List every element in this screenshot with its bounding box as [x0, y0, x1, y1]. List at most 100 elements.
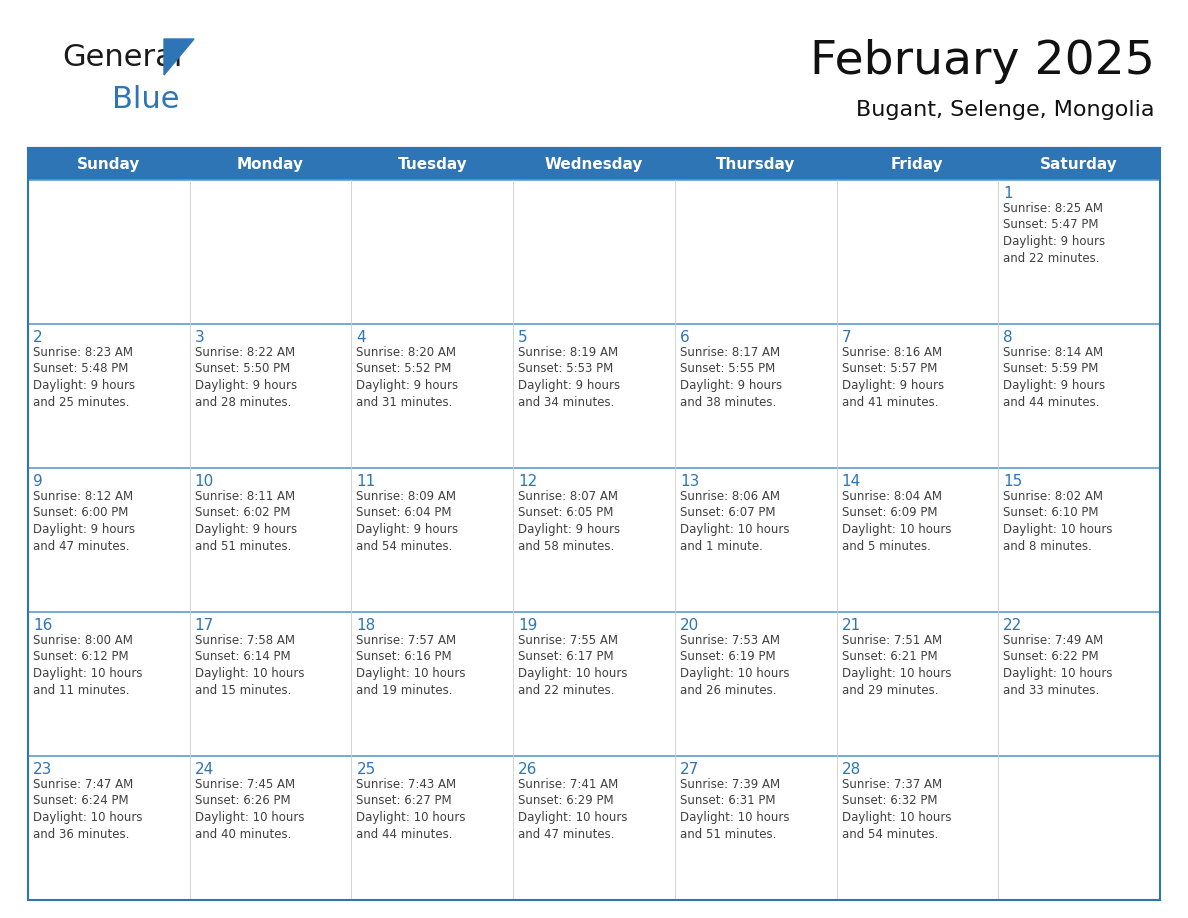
Bar — [352, 756, 513, 900]
Text: 17: 17 — [195, 618, 214, 633]
Bar — [998, 148, 1159, 180]
Text: Sunrise: 7:51 AM
Sunset: 6:21 PM
Daylight: 10 hours
and 29 minutes.: Sunrise: 7:51 AM Sunset: 6:21 PM Dayligh… — [841, 634, 952, 697]
Text: Sunrise: 8:04 AM
Sunset: 6:09 PM
Daylight: 10 hours
and 5 minutes.: Sunrise: 8:04 AM Sunset: 6:09 PM Dayligh… — [841, 490, 952, 553]
Bar — [352, 612, 513, 756]
Text: 1: 1 — [1004, 186, 1013, 201]
Bar — [190, 180, 352, 324]
Text: 6: 6 — [680, 330, 689, 345]
Text: 2: 2 — [33, 330, 43, 345]
Text: 22: 22 — [1004, 618, 1023, 633]
Text: Sunrise: 7:45 AM
Sunset: 6:26 PM
Daylight: 10 hours
and 40 minutes.: Sunrise: 7:45 AM Sunset: 6:26 PM Dayligh… — [195, 778, 304, 841]
Bar — [190, 756, 352, 900]
Text: Sunrise: 8:20 AM
Sunset: 5:52 PM
Daylight: 9 hours
and 31 minutes.: Sunrise: 8:20 AM Sunset: 5:52 PM Dayligh… — [356, 346, 459, 409]
Bar — [998, 468, 1159, 612]
Bar — [998, 756, 1159, 900]
Text: 10: 10 — [195, 474, 214, 489]
Text: 7: 7 — [841, 330, 851, 345]
Text: 13: 13 — [680, 474, 700, 489]
Bar — [29, 148, 190, 180]
Bar — [352, 148, 513, 180]
Bar — [675, 148, 836, 180]
Text: Sunrise: 8:12 AM
Sunset: 6:00 PM
Daylight: 9 hours
and 47 minutes.: Sunrise: 8:12 AM Sunset: 6:00 PM Dayligh… — [33, 490, 135, 553]
Text: 27: 27 — [680, 762, 699, 777]
Text: Sunrise: 8:17 AM
Sunset: 5:55 PM
Daylight: 9 hours
and 38 minutes.: Sunrise: 8:17 AM Sunset: 5:55 PM Dayligh… — [680, 346, 782, 409]
Text: 28: 28 — [841, 762, 861, 777]
Bar — [352, 180, 513, 324]
Text: 15: 15 — [1004, 474, 1023, 489]
Text: Sunrise: 8:00 AM
Sunset: 6:12 PM
Daylight: 10 hours
and 11 minutes.: Sunrise: 8:00 AM Sunset: 6:12 PM Dayligh… — [33, 634, 143, 697]
Bar — [836, 324, 998, 468]
Bar — [513, 324, 675, 468]
Bar — [675, 468, 836, 612]
Text: 25: 25 — [356, 762, 375, 777]
Bar — [513, 148, 675, 180]
Bar — [190, 612, 352, 756]
Bar — [352, 324, 513, 468]
Bar — [836, 180, 998, 324]
Text: Sunday: Sunday — [77, 156, 140, 172]
Text: 8: 8 — [1004, 330, 1013, 345]
Bar — [513, 468, 675, 612]
Bar — [675, 612, 836, 756]
Bar — [998, 324, 1159, 468]
Text: 19: 19 — [518, 618, 537, 633]
Bar — [675, 180, 836, 324]
Text: Sunrise: 8:16 AM
Sunset: 5:57 PM
Daylight: 9 hours
and 41 minutes.: Sunrise: 8:16 AM Sunset: 5:57 PM Dayligh… — [841, 346, 943, 409]
Bar — [836, 756, 998, 900]
Text: Sunrise: 7:41 AM
Sunset: 6:29 PM
Daylight: 10 hours
and 47 minutes.: Sunrise: 7:41 AM Sunset: 6:29 PM Dayligh… — [518, 778, 627, 841]
Text: Sunrise: 7:43 AM
Sunset: 6:27 PM
Daylight: 10 hours
and 44 minutes.: Sunrise: 7:43 AM Sunset: 6:27 PM Dayligh… — [356, 778, 466, 841]
Bar — [190, 324, 352, 468]
Text: Sunrise: 8:07 AM
Sunset: 6:05 PM
Daylight: 9 hours
and 58 minutes.: Sunrise: 8:07 AM Sunset: 6:05 PM Dayligh… — [518, 490, 620, 553]
Text: February 2025: February 2025 — [810, 39, 1155, 84]
Text: 24: 24 — [195, 762, 214, 777]
Text: Sunrise: 7:39 AM
Sunset: 6:31 PM
Daylight: 10 hours
and 51 minutes.: Sunrise: 7:39 AM Sunset: 6:31 PM Dayligh… — [680, 778, 789, 841]
Text: 5: 5 — [518, 330, 527, 345]
Bar — [29, 468, 190, 612]
Bar — [998, 180, 1159, 324]
Bar — [675, 756, 836, 900]
Bar — [836, 612, 998, 756]
Text: 18: 18 — [356, 618, 375, 633]
Text: Wednesday: Wednesday — [545, 156, 643, 172]
Text: Sunrise: 8:14 AM
Sunset: 5:59 PM
Daylight: 9 hours
and 44 minutes.: Sunrise: 8:14 AM Sunset: 5:59 PM Dayligh… — [1004, 346, 1105, 409]
Text: Saturday: Saturday — [1041, 156, 1118, 172]
Bar — [29, 180, 190, 324]
Bar — [29, 756, 190, 900]
Bar — [29, 324, 190, 468]
Bar — [513, 180, 675, 324]
Text: Sunrise: 7:55 AM
Sunset: 6:17 PM
Daylight: 10 hours
and 22 minutes.: Sunrise: 7:55 AM Sunset: 6:17 PM Dayligh… — [518, 634, 627, 697]
Bar — [675, 324, 836, 468]
Text: Tuesday: Tuesday — [398, 156, 467, 172]
Text: General: General — [62, 42, 183, 72]
Text: Sunrise: 7:49 AM
Sunset: 6:22 PM
Daylight: 10 hours
and 33 minutes.: Sunrise: 7:49 AM Sunset: 6:22 PM Dayligh… — [1004, 634, 1113, 697]
Text: Sunrise: 8:11 AM
Sunset: 6:02 PM
Daylight: 9 hours
and 51 minutes.: Sunrise: 8:11 AM Sunset: 6:02 PM Dayligh… — [195, 490, 297, 553]
Text: Sunrise: 8:06 AM
Sunset: 6:07 PM
Daylight: 10 hours
and 1 minute.: Sunrise: 8:06 AM Sunset: 6:07 PM Dayligh… — [680, 490, 789, 553]
Bar — [29, 148, 1159, 900]
Bar — [836, 468, 998, 612]
Bar — [513, 612, 675, 756]
Text: Thursday: Thursday — [716, 156, 796, 172]
Text: Sunrise: 8:22 AM
Sunset: 5:50 PM
Daylight: 9 hours
and 28 minutes.: Sunrise: 8:22 AM Sunset: 5:50 PM Dayligh… — [195, 346, 297, 409]
Text: 26: 26 — [518, 762, 537, 777]
Text: Sunrise: 7:53 AM
Sunset: 6:19 PM
Daylight: 10 hours
and 26 minutes.: Sunrise: 7:53 AM Sunset: 6:19 PM Dayligh… — [680, 634, 789, 697]
Text: 3: 3 — [195, 330, 204, 345]
Text: Sunrise: 8:23 AM
Sunset: 5:48 PM
Daylight: 9 hours
and 25 minutes.: Sunrise: 8:23 AM Sunset: 5:48 PM Dayligh… — [33, 346, 135, 409]
Text: Sunrise: 8:09 AM
Sunset: 6:04 PM
Daylight: 9 hours
and 54 minutes.: Sunrise: 8:09 AM Sunset: 6:04 PM Dayligh… — [356, 490, 459, 553]
Polygon shape — [164, 39, 194, 75]
Text: 11: 11 — [356, 474, 375, 489]
Text: Sunrise: 8:02 AM
Sunset: 6:10 PM
Daylight: 10 hours
and 8 minutes.: Sunrise: 8:02 AM Sunset: 6:10 PM Dayligh… — [1004, 490, 1113, 553]
Bar — [836, 148, 998, 180]
Bar — [513, 756, 675, 900]
Bar — [29, 612, 190, 756]
Text: 21: 21 — [841, 618, 861, 633]
Text: 4: 4 — [356, 330, 366, 345]
Text: Sunrise: 7:58 AM
Sunset: 6:14 PM
Daylight: 10 hours
and 15 minutes.: Sunrise: 7:58 AM Sunset: 6:14 PM Dayligh… — [195, 634, 304, 697]
Text: Blue: Blue — [112, 85, 179, 115]
Text: Sunrise: 7:47 AM
Sunset: 6:24 PM
Daylight: 10 hours
and 36 minutes.: Sunrise: 7:47 AM Sunset: 6:24 PM Dayligh… — [33, 778, 143, 841]
Bar — [190, 468, 352, 612]
Text: 9: 9 — [33, 474, 43, 489]
Text: 12: 12 — [518, 474, 537, 489]
Text: Sunrise: 7:37 AM
Sunset: 6:32 PM
Daylight: 10 hours
and 54 minutes.: Sunrise: 7:37 AM Sunset: 6:32 PM Dayligh… — [841, 778, 952, 841]
Text: Sunrise: 8:25 AM
Sunset: 5:47 PM
Daylight: 9 hours
and 22 minutes.: Sunrise: 8:25 AM Sunset: 5:47 PM Dayligh… — [1004, 202, 1105, 264]
Text: 14: 14 — [841, 474, 861, 489]
